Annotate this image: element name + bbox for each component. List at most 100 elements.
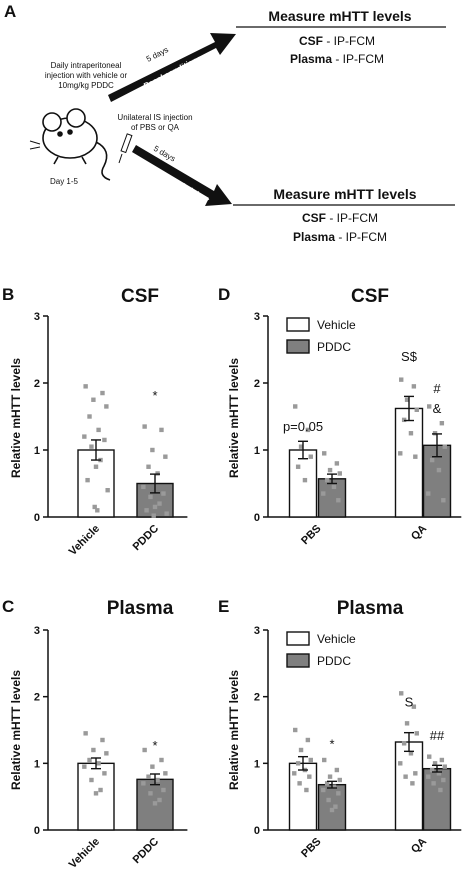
data-point	[411, 704, 417, 709]
data-point	[327, 467, 333, 473]
significance-mark: p=0.05	[283, 419, 323, 434]
data-point	[163, 771, 168, 776]
box1-line1: CSF - IP-FCM	[299, 34, 375, 48]
data-point	[150, 764, 155, 769]
significance-mark: *	[152, 388, 157, 403]
data-point	[436, 771, 442, 776]
box2-title: Measure mHTT levels	[273, 186, 416, 202]
data-point	[100, 390, 105, 396]
data-point	[161, 787, 166, 793]
data-point	[298, 747, 304, 753]
data-point	[157, 501, 162, 506]
data-point	[413, 771, 418, 776]
mouse-icon	[29, 108, 111, 181]
data-point	[331, 484, 337, 490]
panel-c: C Plasma 0 1 2 3 Relative mHTT levels Vehicle PD…	[2, 597, 188, 871]
data-point	[329, 807, 335, 813]
data-point	[413, 454, 418, 459]
data-point	[307, 774, 312, 779]
y-tick-label: 1	[254, 758, 260, 770]
data-point	[105, 488, 110, 493]
category-0-bar	[77, 762, 115, 831]
data-point	[438, 787, 443, 793]
chart-title: CSF	[121, 286, 159, 307]
data-point	[442, 764, 447, 769]
data-point	[164, 511, 169, 516]
data-point	[442, 444, 447, 449]
panel-letter: C	[2, 597, 14, 616]
data-point	[152, 801, 158, 806]
y-tick-label: 2	[34, 378, 40, 390]
y-tick-label: 1	[34, 758, 40, 770]
data-point	[148, 494, 153, 500]
box1-title: Measure mHTT levels	[268, 8, 411, 24]
data-point	[408, 751, 414, 756]
data-point	[399, 377, 404, 382]
legend-label: Vehicle	[317, 318, 356, 332]
significance-mark: &	[433, 401, 442, 416]
y-axis-label: Relative mHTT levels	[227, 358, 241, 478]
data-point	[298, 444, 304, 449]
x-tick-label: PBS	[299, 836, 323, 860]
data-point	[85, 477, 90, 483]
data-point	[302, 477, 308, 483]
data-point	[91, 747, 96, 753]
data-point	[102, 771, 107, 776]
x-tick-label: QA	[409, 523, 429, 543]
data-point	[304, 787, 309, 793]
data-point	[431, 781, 436, 786]
data-point	[293, 404, 298, 409]
x-tick-label: PDDC	[131, 523, 162, 554]
data-point	[334, 461, 340, 466]
data-point	[324, 781, 330, 786]
data-point	[152, 504, 158, 510]
legend-swatch	[286, 631, 310, 646]
data-point	[331, 784, 337, 789]
data-point	[293, 727, 298, 733]
x-tick-label: PBS	[299, 523, 323, 547]
data-point	[441, 498, 446, 503]
charts: B CSF 0 1 2 3 Relative mHTT levels Vehicle PDDC *…	[2, 285, 462, 871]
data-point	[403, 774, 408, 779]
data-point	[297, 781, 302, 786]
data-point	[305, 427, 311, 433]
data-point	[398, 761, 403, 766]
y-axis-label: Relative mHTT levels	[227, 670, 241, 790]
panel-letter: B	[2, 285, 14, 304]
data-point	[326, 797, 331, 803]
x-tick-label: Vehicle	[67, 523, 102, 558]
pretreat-text-3: 10mg/kg PDDC	[58, 81, 114, 90]
data-point	[441, 777, 446, 783]
y-tick-label: 0	[34, 512, 40, 524]
y-tick-label: 3	[254, 625, 260, 637]
data-point	[305, 737, 311, 743]
data-point	[399, 691, 404, 696]
x-tick-label: PDDC	[131, 836, 162, 867]
data-point	[92, 504, 97, 510]
injury-text-2: of PBS or QA	[131, 123, 180, 132]
data-point	[155, 777, 160, 783]
legend-swatch	[286, 317, 310, 332]
panel-b: B CSF 0 1 2 3 Relative mHTT levels Vehicle PDDC *	[2, 285, 188, 558]
y-tick-label: 2	[254, 692, 260, 704]
data-point	[89, 777, 94, 783]
chart-title: Plasma	[337, 598, 404, 619]
data-point	[83, 384, 88, 389]
data-point	[161, 491, 166, 496]
data-point	[411, 384, 417, 389]
data-point	[308, 757, 313, 763]
data-point	[432, 761, 438, 766]
legend-swatch	[286, 653, 310, 668]
series-1-bar	[317, 478, 347, 518]
data-point	[82, 764, 87, 769]
series-0-bar	[394, 741, 424, 831]
data-point	[163, 454, 168, 459]
y-tick-label: 0	[34, 825, 40, 837]
data-point	[334, 767, 340, 773]
data-point	[87, 414, 92, 419]
data-point	[100, 737, 105, 743]
days-label: Day 1-5	[50, 177, 79, 186]
data-point	[87, 757, 92, 763]
data-point	[426, 774, 431, 779]
